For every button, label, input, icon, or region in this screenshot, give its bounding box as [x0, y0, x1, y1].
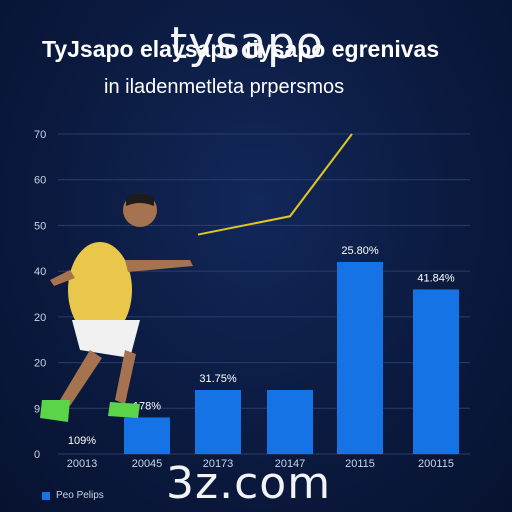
- y-tick-label: 20: [34, 358, 46, 370]
- bar: [124, 417, 170, 454]
- data-label: 109%: [68, 435, 96, 447]
- legend-label: Peo Pelips: [56, 490, 104, 501]
- data-label: 31.75%: [199, 373, 237, 385]
- x-axis-ticks: 20013 20045 20173 20147 20115 200115: [67, 458, 454, 470]
- data-label: 178%: [133, 400, 161, 412]
- y-tick-label: 50: [34, 220, 46, 232]
- y-tick-label: 60: [34, 175, 46, 187]
- chart-title: TyJsapo elaysapo tiysapo egrenivas: [42, 36, 440, 62]
- x-tick-label: 20115: [345, 458, 375, 470]
- watermark-bottom: 3z.com: [166, 458, 332, 509]
- x-tick-label: 200115: [418, 458, 454, 470]
- x-tick-label: 20045: [132, 458, 163, 470]
- y-tick-label: 20: [34, 312, 46, 324]
- trend-line: [197, 133, 353, 236]
- y-tick-label: 9: [34, 403, 40, 415]
- bar: [337, 262, 383, 454]
- chart-subtitle: in iladenmetleta prpersmos: [104, 76, 345, 98]
- data-label: 25.80%: [341, 245, 379, 257]
- y-tick-label: 40: [34, 266, 46, 278]
- x-tick-label: 20013: [67, 458, 98, 470]
- chart-legend: Peo Pelips: [42, 490, 104, 501]
- data-label: 41.84%: [417, 272, 455, 284]
- trend-line-path: [197, 133, 353, 236]
- y-tick-label: 70: [34, 129, 46, 141]
- y-axis-ticks: 70 60 50 40 20 20 9 0: [34, 129, 46, 461]
- data-labels: 109% 178% 31.75% 25.80% 41.84%: [68, 245, 455, 447]
- legend-swatch: [42, 491, 50, 500]
- x-tick-label: 20147: [275, 458, 306, 470]
- bar: [413, 289, 459, 454]
- watermark-top: tysapo: [170, 18, 325, 69]
- bars: [124, 262, 459, 454]
- bar: [267, 390, 313, 454]
- bar: [195, 390, 241, 454]
- soccer-player-illustration: [40, 193, 193, 422]
- y-tick-label: 0: [34, 449, 40, 461]
- x-tick-label: 20173: [203, 458, 234, 470]
